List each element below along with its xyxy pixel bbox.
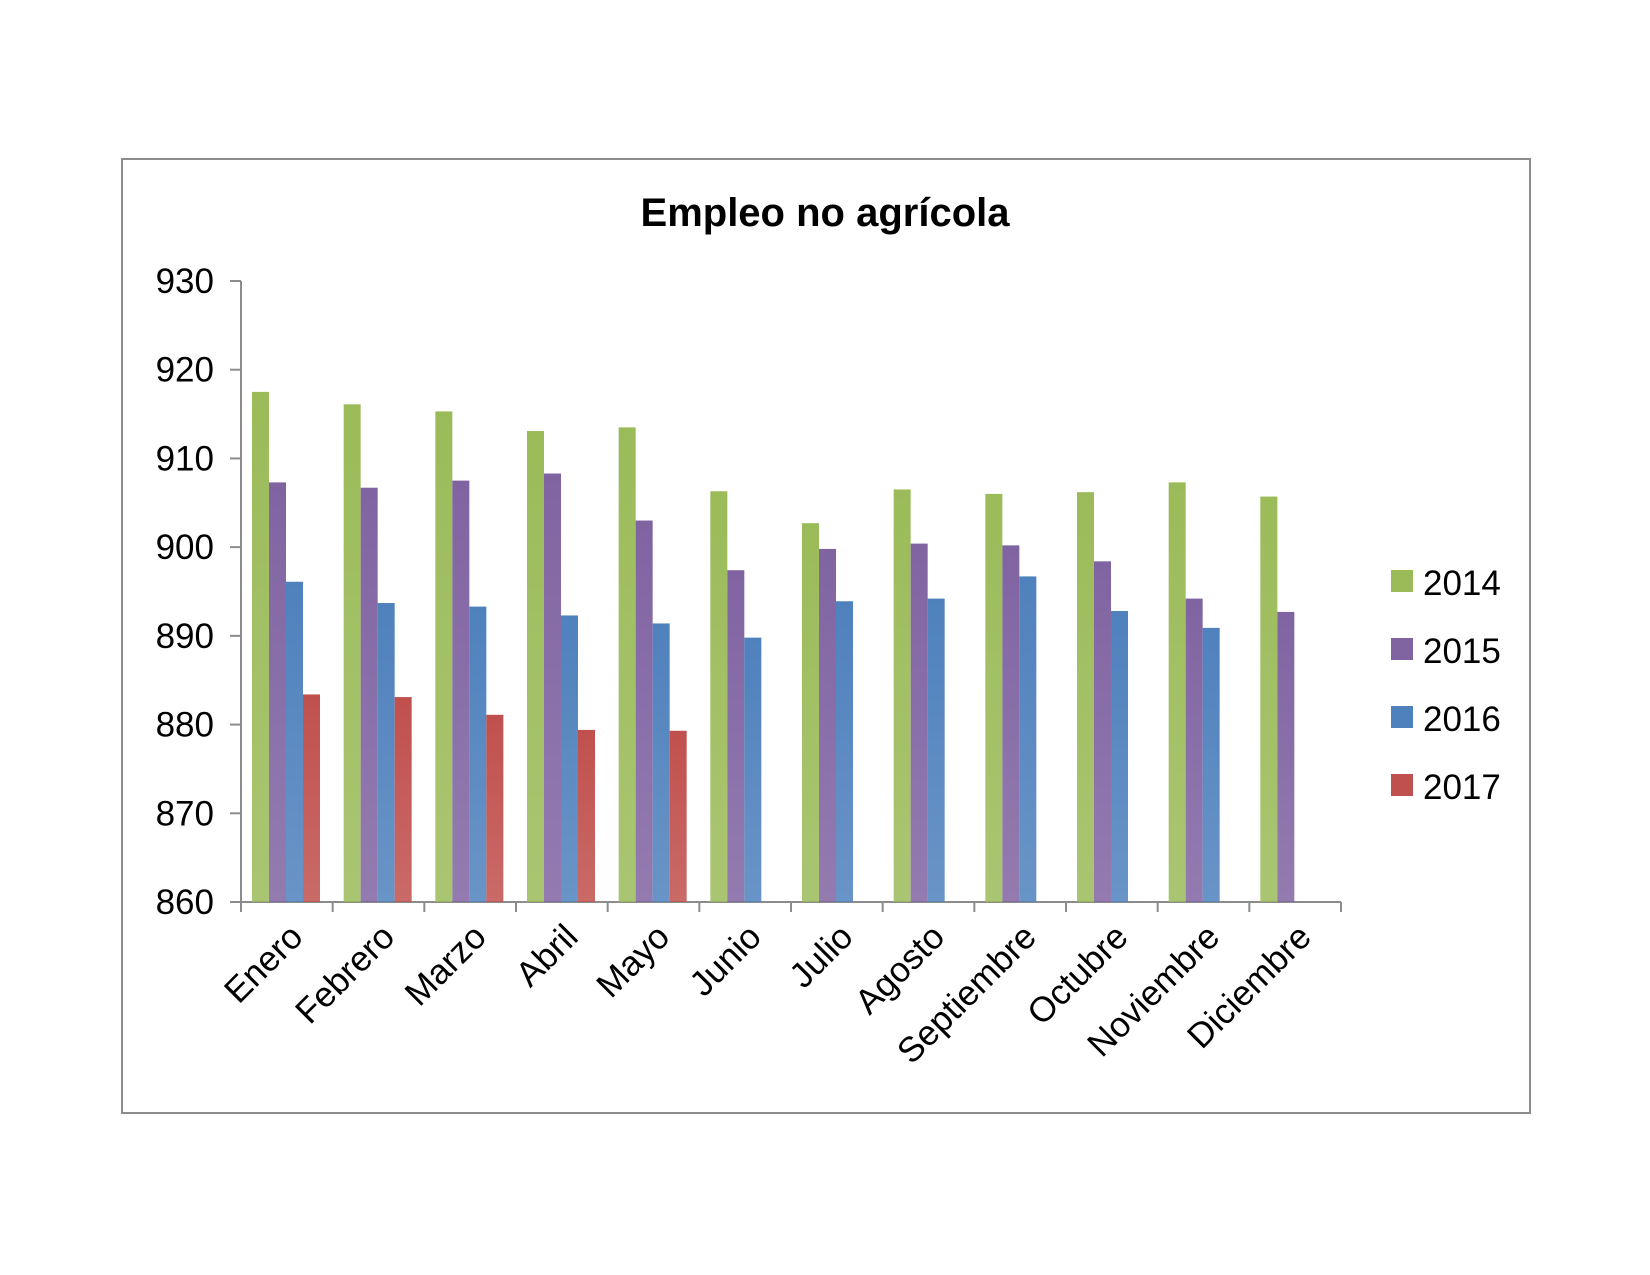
bar-2014-agosto [893, 489, 911, 902]
bar-2014-junio [710, 491, 728, 902]
bar-2016-noviembre [1202, 627, 1220, 902]
bar-2015-abril [544, 473, 561, 902]
x-tick-label: Marzo [397, 917, 493, 1013]
bar-2017-mayo [669, 730, 687, 902]
legend-swatch-2014 [1391, 570, 1413, 592]
legend-label-2017: 2017 [1423, 768, 1501, 807]
bar-2015-enero [269, 482, 286, 902]
bar-2015-junio [727, 570, 745, 902]
bar-2016-enero [286, 581, 303, 902]
legend-swatch-2016 [1391, 706, 1413, 728]
y-tick-label: 890 [156, 617, 214, 656]
x-tick-label: Abril [508, 917, 585, 994]
y-tick-label: 860 [156, 883, 214, 922]
x-tick-label: Febrero [288, 917, 402, 1031]
bar-2016-julio [836, 601, 853, 902]
bar-2014-noviembre [1168, 482, 1186, 902]
bar-2016-octubre [1111, 611, 1128, 902]
bar-2015-julio [819, 548, 836, 902]
bar-2016-febrero [377, 603, 395, 902]
plot-area: 860870880890900910920930EneroFebreroMarz… [156, 262, 1342, 1071]
y-tick-label: 920 [156, 351, 214, 390]
bar-2016-mayo [652, 623, 670, 902]
bar-2016-agosto [927, 598, 945, 902]
bar-2016-junio [744, 637, 762, 902]
bar-2015-diciembre [1277, 611, 1295, 902]
bar-2015-mayo [635, 520, 653, 902]
y-tick-label: 930 [156, 262, 214, 301]
bar-2015-febrero [360, 487, 378, 902]
bar-2014-abril [527, 430, 544, 902]
legend: 2014 2015 2016 2017 [1391, 564, 1501, 807]
bar-2014-mayo [618, 427, 636, 902]
y-tick-label: 900 [156, 528, 214, 567]
bar-2014-septiembre [985, 493, 1003, 902]
bar-2017-marzo [486, 714, 504, 902]
legend-swatch-2017 [1391, 774, 1413, 796]
bar-2014-diciembre [1260, 496, 1278, 902]
y-tick-label: 870 [156, 794, 214, 833]
bar-2016-abril [561, 615, 578, 902]
bar-2017-enero [303, 694, 320, 902]
bar-2014-marzo [435, 411, 453, 902]
bar-2015-septiembre [1002, 545, 1020, 902]
legend-swatch-2015 [1391, 638, 1413, 660]
bar-2015-noviembre [1185, 598, 1203, 902]
bar-2015-agosto [910, 543, 928, 902]
bar-2014-febrero [343, 404, 361, 902]
bar-2014-julio [802, 523, 819, 902]
legend-label-2016: 2016 [1423, 700, 1501, 739]
bar-2014-enero [252, 391, 269, 902]
bar-2016-septiembre [1019, 576, 1037, 902]
legend-label-2014: 2014 [1423, 564, 1501, 603]
y-tick-label: 910 [156, 439, 214, 478]
x-tick-label: Junio [682, 917, 769, 1004]
x-tick-label: Julio [782, 917, 860, 995]
bar-2017-abril [578, 729, 595, 902]
legend-label-2015: 2015 [1423, 632, 1501, 671]
x-tick-label: Mayo [589, 917, 677, 1005]
bar-2015-octubre [1094, 561, 1111, 902]
bar-2014-octubre [1077, 492, 1094, 902]
bar-2016-marzo [469, 606, 487, 902]
chart-title: Empleo no agrícola [641, 191, 1011, 235]
y-tick-label: 880 [156, 706, 214, 745]
bar-2017-febrero [394, 697, 412, 902]
bar-2015-marzo [452, 480, 470, 902]
